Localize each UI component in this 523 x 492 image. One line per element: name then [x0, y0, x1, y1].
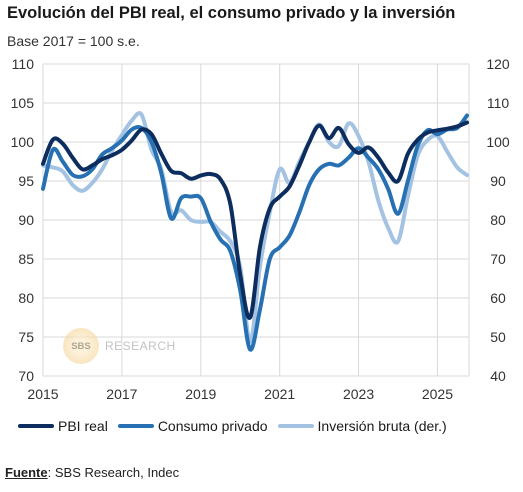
source-note: Fuente: SBS Research, Indec — [5, 465, 179, 480]
y-left-tick-label: 110 — [12, 56, 35, 72]
axis-labels: 70 40 75 50 80 60 85 70 90 80 95 90 100 100 105 110 110 1… — [11, 56, 510, 402]
x-tick-label: 2015 — [27, 386, 58, 402]
y-right-tick-label: 40 — [490, 368, 506, 384]
y-right-tick-label: 80 — [490, 212, 506, 228]
legend-label-inversion: Inversión bruta (der.) — [317, 418, 447, 434]
y-right-tick-label: 60 — [490, 290, 506, 306]
legend-label-pbi: PBI real — [58, 418, 108, 434]
source-label: Fuente — [5, 465, 48, 480]
y-right-tick-label: 70 — [490, 251, 506, 267]
gridlines — [42, 63, 470, 377]
x-tick-label: 2025 — [422, 386, 453, 402]
series-line-consumo — [41, 113, 469, 352]
y-left-tick-label: 80 — [18, 290, 34, 306]
legend-item-inversion: Inversión bruta (der.) — [277, 418, 447, 434]
watermark-logo: SBS RESEARCH — [63, 328, 176, 364]
y-left-tick-label: 90 — [18, 212, 34, 228]
x-tick-label: 2017 — [106, 386, 137, 402]
y-left-tick-label: 85 — [18, 251, 34, 267]
series-line-pbi — [41, 120, 469, 320]
y-right-tick-label: 110 — [487, 95, 510, 111]
y-right-tick-label: 90 — [490, 173, 506, 189]
y-left-tick-label: 70 — [18, 368, 34, 384]
x-tick-label: 2023 — [343, 386, 374, 402]
y-left-tick-label: 95 — [18, 173, 34, 189]
y-right-tick-label: 100 — [486, 134, 510, 150]
series-line-inversion — [41, 111, 469, 344]
source-text: : SBS Research, Indec — [47, 465, 180, 480]
legend-label-consumo: Consumo privado — [157, 418, 268, 434]
legend-swatch-pbi — [18, 424, 54, 428]
series-lines — [41, 111, 469, 352]
legend: PBI real Consumo privado Inversión bruta… — [18, 418, 457, 434]
x-tick-label: 2021 — [264, 386, 295, 402]
logo-text: RESEARCH — [105, 339, 176, 353]
legend-item-consumo: Consumo privado — [117, 418, 268, 434]
legend-item-pbi: PBI real — [18, 418, 108, 434]
y-right-tick-label: 50 — [490, 329, 506, 345]
logo-circle: SBS — [63, 328, 99, 364]
line-chart: 70 40 75 50 80 60 85 70 90 80 95 90 100 100 105 110 110 1… — [11, 56, 510, 402]
y-left-tick-label: 75 — [18, 329, 34, 345]
y-left-tick-label: 100 — [11, 134, 35, 150]
chart-subtitle: Base 2017 = 100 s.e. — [7, 33, 140, 49]
y-left-tick-label: 105 — [11, 95, 35, 111]
legend-swatch-consumo — [117, 424, 154, 428]
y-right-tick-label: 120 — [486, 56, 510, 72]
chart-title: Evolución del PBI real, el consumo priva… — [7, 4, 456, 22]
legend-swatch-inversion — [277, 424, 314, 428]
x-tick-label: 2019 — [185, 386, 216, 402]
